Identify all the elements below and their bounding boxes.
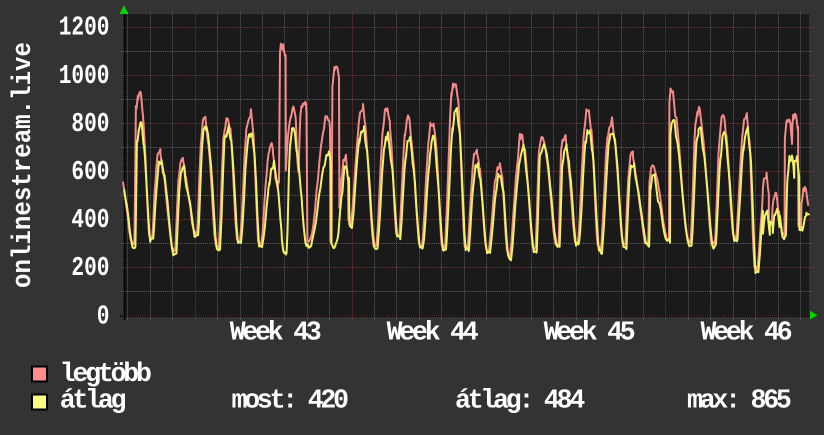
svg-text:1000: 1000 [59,61,110,91]
svg-text:400: 400 [71,205,109,235]
svg-text:átlag: 484: átlag: 484 [455,386,585,416]
svg-text:max: 865: max: 865 [687,386,791,416]
svg-text:600: 600 [71,157,109,187]
svg-text:onlinestream.live: onlinestream.live [8,42,38,288]
svg-text:Week 44: Week 44 [387,318,479,348]
svg-text:átlag: átlag [60,386,126,416]
svg-text:Week 43: Week 43 [230,318,321,348]
svg-text:800: 800 [71,109,109,139]
svg-text:Week 45: Week 45 [544,318,635,348]
svg-text:legtöbb: legtöbb [60,359,151,389]
svg-text:Week 46: Week 46 [701,318,792,348]
svg-text:1200: 1200 [59,13,110,43]
svg-text:0: 0 [97,301,110,331]
svg-text:most: 420: most: 420 [232,386,349,416]
svg-text:200: 200 [71,253,109,283]
